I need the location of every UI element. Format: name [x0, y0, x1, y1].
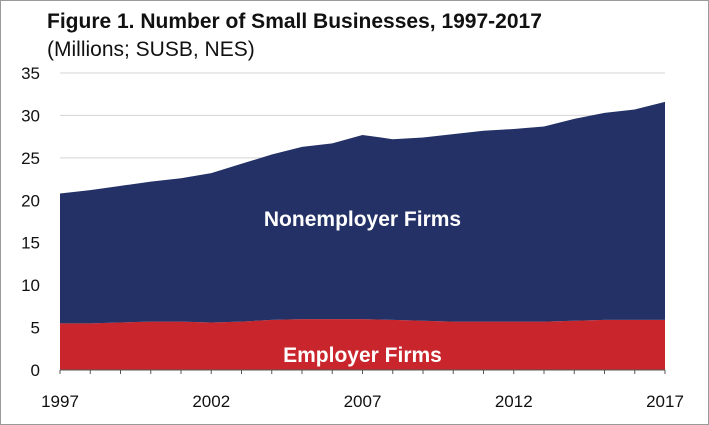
- y-tick-label: 10: [21, 276, 40, 295]
- y-tick-label: 15: [21, 234, 40, 253]
- area-labels: Employer Firms Nonemployer Firms: [264, 208, 461, 367]
- x-tick-label: 2012: [495, 392, 533, 411]
- y-tick-label: 20: [21, 191, 40, 210]
- x-tick-label: 1997: [41, 392, 79, 411]
- x-tick-label: 2002: [192, 392, 230, 411]
- y-tick-label: 5: [31, 319, 40, 338]
- chart-title-main: Figure 1. Number of Small Businesses, 19…: [47, 10, 542, 33]
- area-employer-firms: [60, 319, 665, 370]
- y-tick-label: 30: [21, 106, 40, 125]
- x-tick-label: 2007: [344, 392, 382, 411]
- y-tick-label: 0: [31, 361, 40, 380]
- chart-axes: 0 5 10 15 20 25 30 35 1997 2002 2007 2012 2017: [21, 64, 684, 411]
- area-label-employer-firms: Employer Firms: [283, 344, 442, 367]
- chart-title-subtitle: (Millions; SUSB, NES): [47, 38, 255, 61]
- chart-areas: [60, 101, 665, 370]
- x-tick-label: 2017: [646, 392, 684, 411]
- y-tick-label: 25: [21, 149, 40, 168]
- y-tick-label: 35: [21, 64, 40, 83]
- chart-title: Figure 1. Number of Small Businesses, 19…: [47, 8, 607, 64]
- area-label-nonemployer-firms: Nonemployer Firms: [264, 208, 461, 231]
- area-nonemployer-firms: [60, 101, 665, 324]
